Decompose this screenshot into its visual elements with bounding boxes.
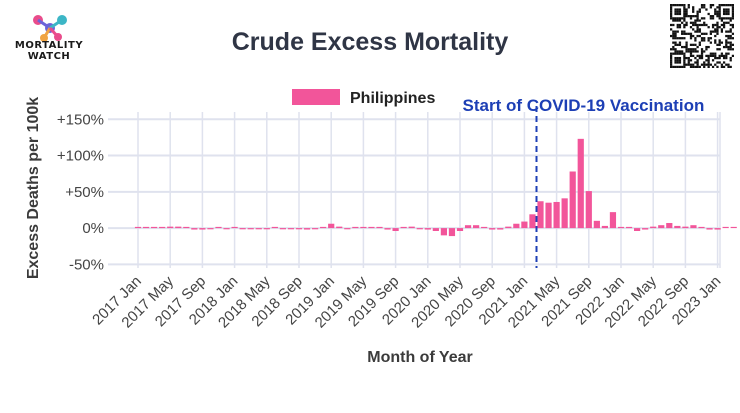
legend-label[interactable]: Philippines <box>350 90 435 107</box>
bar-2018-sep <box>295 228 303 230</box>
bar-2019-nov <box>408 226 415 229</box>
logo-line-1: MORTALITY <box>14 40 84 51</box>
bar-2017-nov <box>215 226 222 229</box>
bar-2023-feb <box>722 226 729 229</box>
bar-2022-oct <box>690 225 697 229</box>
bar-2021-jan <box>521 221 528 229</box>
bar-2021-jun <box>561 198 568 229</box>
bar-2019-apr <box>352 226 359 229</box>
logo-text: MORTALITY WATCH <box>4 40 94 62</box>
bar-2017-mar <box>151 226 158 229</box>
y-axis-ticks: -50% 0% +50% +100% +150% <box>57 111 104 273</box>
bar-2021-mar <box>537 201 544 229</box>
bar-2019-jun <box>368 226 375 229</box>
y-axis-label: Excess Deaths per 100k <box>25 97 42 279</box>
bar-2020-apr <box>448 228 456 237</box>
bar-2022-sep <box>682 226 689 229</box>
bar-2022-dec <box>706 228 713 230</box>
bar-2021-apr <box>545 202 552 229</box>
bar-2019-mar <box>344 228 351 230</box>
bar-2019-aug <box>384 228 391 230</box>
bar-2022-jan <box>617 226 625 229</box>
bar-2019-oct <box>400 226 407 229</box>
bar-2018-may <box>263 228 270 230</box>
legend[interactable]: Philippines <box>292 89 435 107</box>
bar-2022-aug <box>674 225 681 229</box>
bar-2021-nov <box>601 225 608 229</box>
bar-2019-jan <box>328 223 335 229</box>
bar-2019-dec <box>416 228 423 230</box>
vaccination-label: Start of COVID-19 Vaccination <box>463 96 705 115</box>
bar-2018-aug <box>287 228 295 230</box>
bar-2018-jul <box>279 228 286 230</box>
bar-2020-oct <box>497 228 504 230</box>
y-tick-label: +50% <box>65 184 104 201</box>
y-tick-label: +100% <box>57 148 104 165</box>
y-tick-label: 0% <box>82 220 104 237</box>
mortality-watch-logo-icon <box>33 15 67 42</box>
bar-2021-dec <box>609 212 617 229</box>
bar-2018-feb <box>239 228 246 230</box>
bar-2017-jun <box>175 226 182 229</box>
bar-2020-jan <box>424 228 431 230</box>
bar-2017-aug <box>191 228 198 230</box>
bar-2021-may <box>553 201 560 229</box>
bar-2020-sep <box>489 228 496 230</box>
bar-2017-jul <box>183 226 190 229</box>
bar-2023-jan <box>714 228 721 230</box>
bar-2020-dec <box>513 223 520 229</box>
bar-2020-jul <box>473 225 480 229</box>
bar-2018-dec <box>320 226 327 229</box>
bar-2020-feb <box>432 228 439 231</box>
bar-2018-jan <box>231 226 238 229</box>
bar-2021-sep <box>585 191 592 229</box>
bar-2018-apr <box>255 228 262 230</box>
bar-2020-may <box>456 228 464 231</box>
bar-2019-sep <box>392 228 399 231</box>
bar-2018-mar <box>247 228 254 230</box>
vaccination-annotation: Start of COVID-19 Vaccination <box>463 96 705 268</box>
bar-2019-jul <box>376 226 383 229</box>
bar-2020-mar <box>440 228 447 236</box>
bars <box>134 138 737 237</box>
bar-2021-oct <box>593 220 600 229</box>
bar-2022-jun <box>658 225 665 229</box>
bar-2020-aug <box>481 226 488 229</box>
bar-2019-may <box>360 226 367 229</box>
bar-2021-jul <box>569 171 576 229</box>
bar-2017-dec <box>223 228 230 230</box>
bar-2017-apr <box>159 226 166 229</box>
bar-2021-aug <box>577 138 584 229</box>
y-tick-label: -50% <box>69 256 104 273</box>
grid-lines <box>108 112 721 268</box>
bar-2022-apr <box>642 228 649 230</box>
bar-2017-may <box>167 226 174 229</box>
bar-2023-mar <box>730 226 737 229</box>
bar-2020-nov <box>505 226 512 229</box>
bar-2019-feb <box>336 226 343 229</box>
bar-2020-jun <box>464 225 472 229</box>
bar-2018-nov <box>312 228 319 230</box>
bar-2018-jun <box>271 226 278 229</box>
bar-2017-sep <box>199 228 206 230</box>
bar-2022-jul <box>666 223 673 229</box>
bar-2017-jan <box>134 226 142 229</box>
bar-2022-feb <box>625 226 633 229</box>
bar-2017-oct <box>207 228 214 230</box>
chart-title: Crude Excess Mortality <box>231 28 509 56</box>
bar-2022-nov <box>698 226 705 229</box>
qr-code-icon <box>670 4 734 68</box>
bar-2018-oct <box>303 228 311 230</box>
bar-2022-mar <box>634 228 641 231</box>
y-tick-label: +150% <box>57 111 104 128</box>
bar-2021-feb <box>529 214 536 229</box>
bar-2017-feb <box>142 226 150 229</box>
x-axis-label: Month of Year <box>367 349 473 366</box>
bar-2022-may <box>650 226 657 229</box>
legend-swatch[interactable] <box>292 89 340 105</box>
logo-line-2: WATCH <box>27 51 71 62</box>
